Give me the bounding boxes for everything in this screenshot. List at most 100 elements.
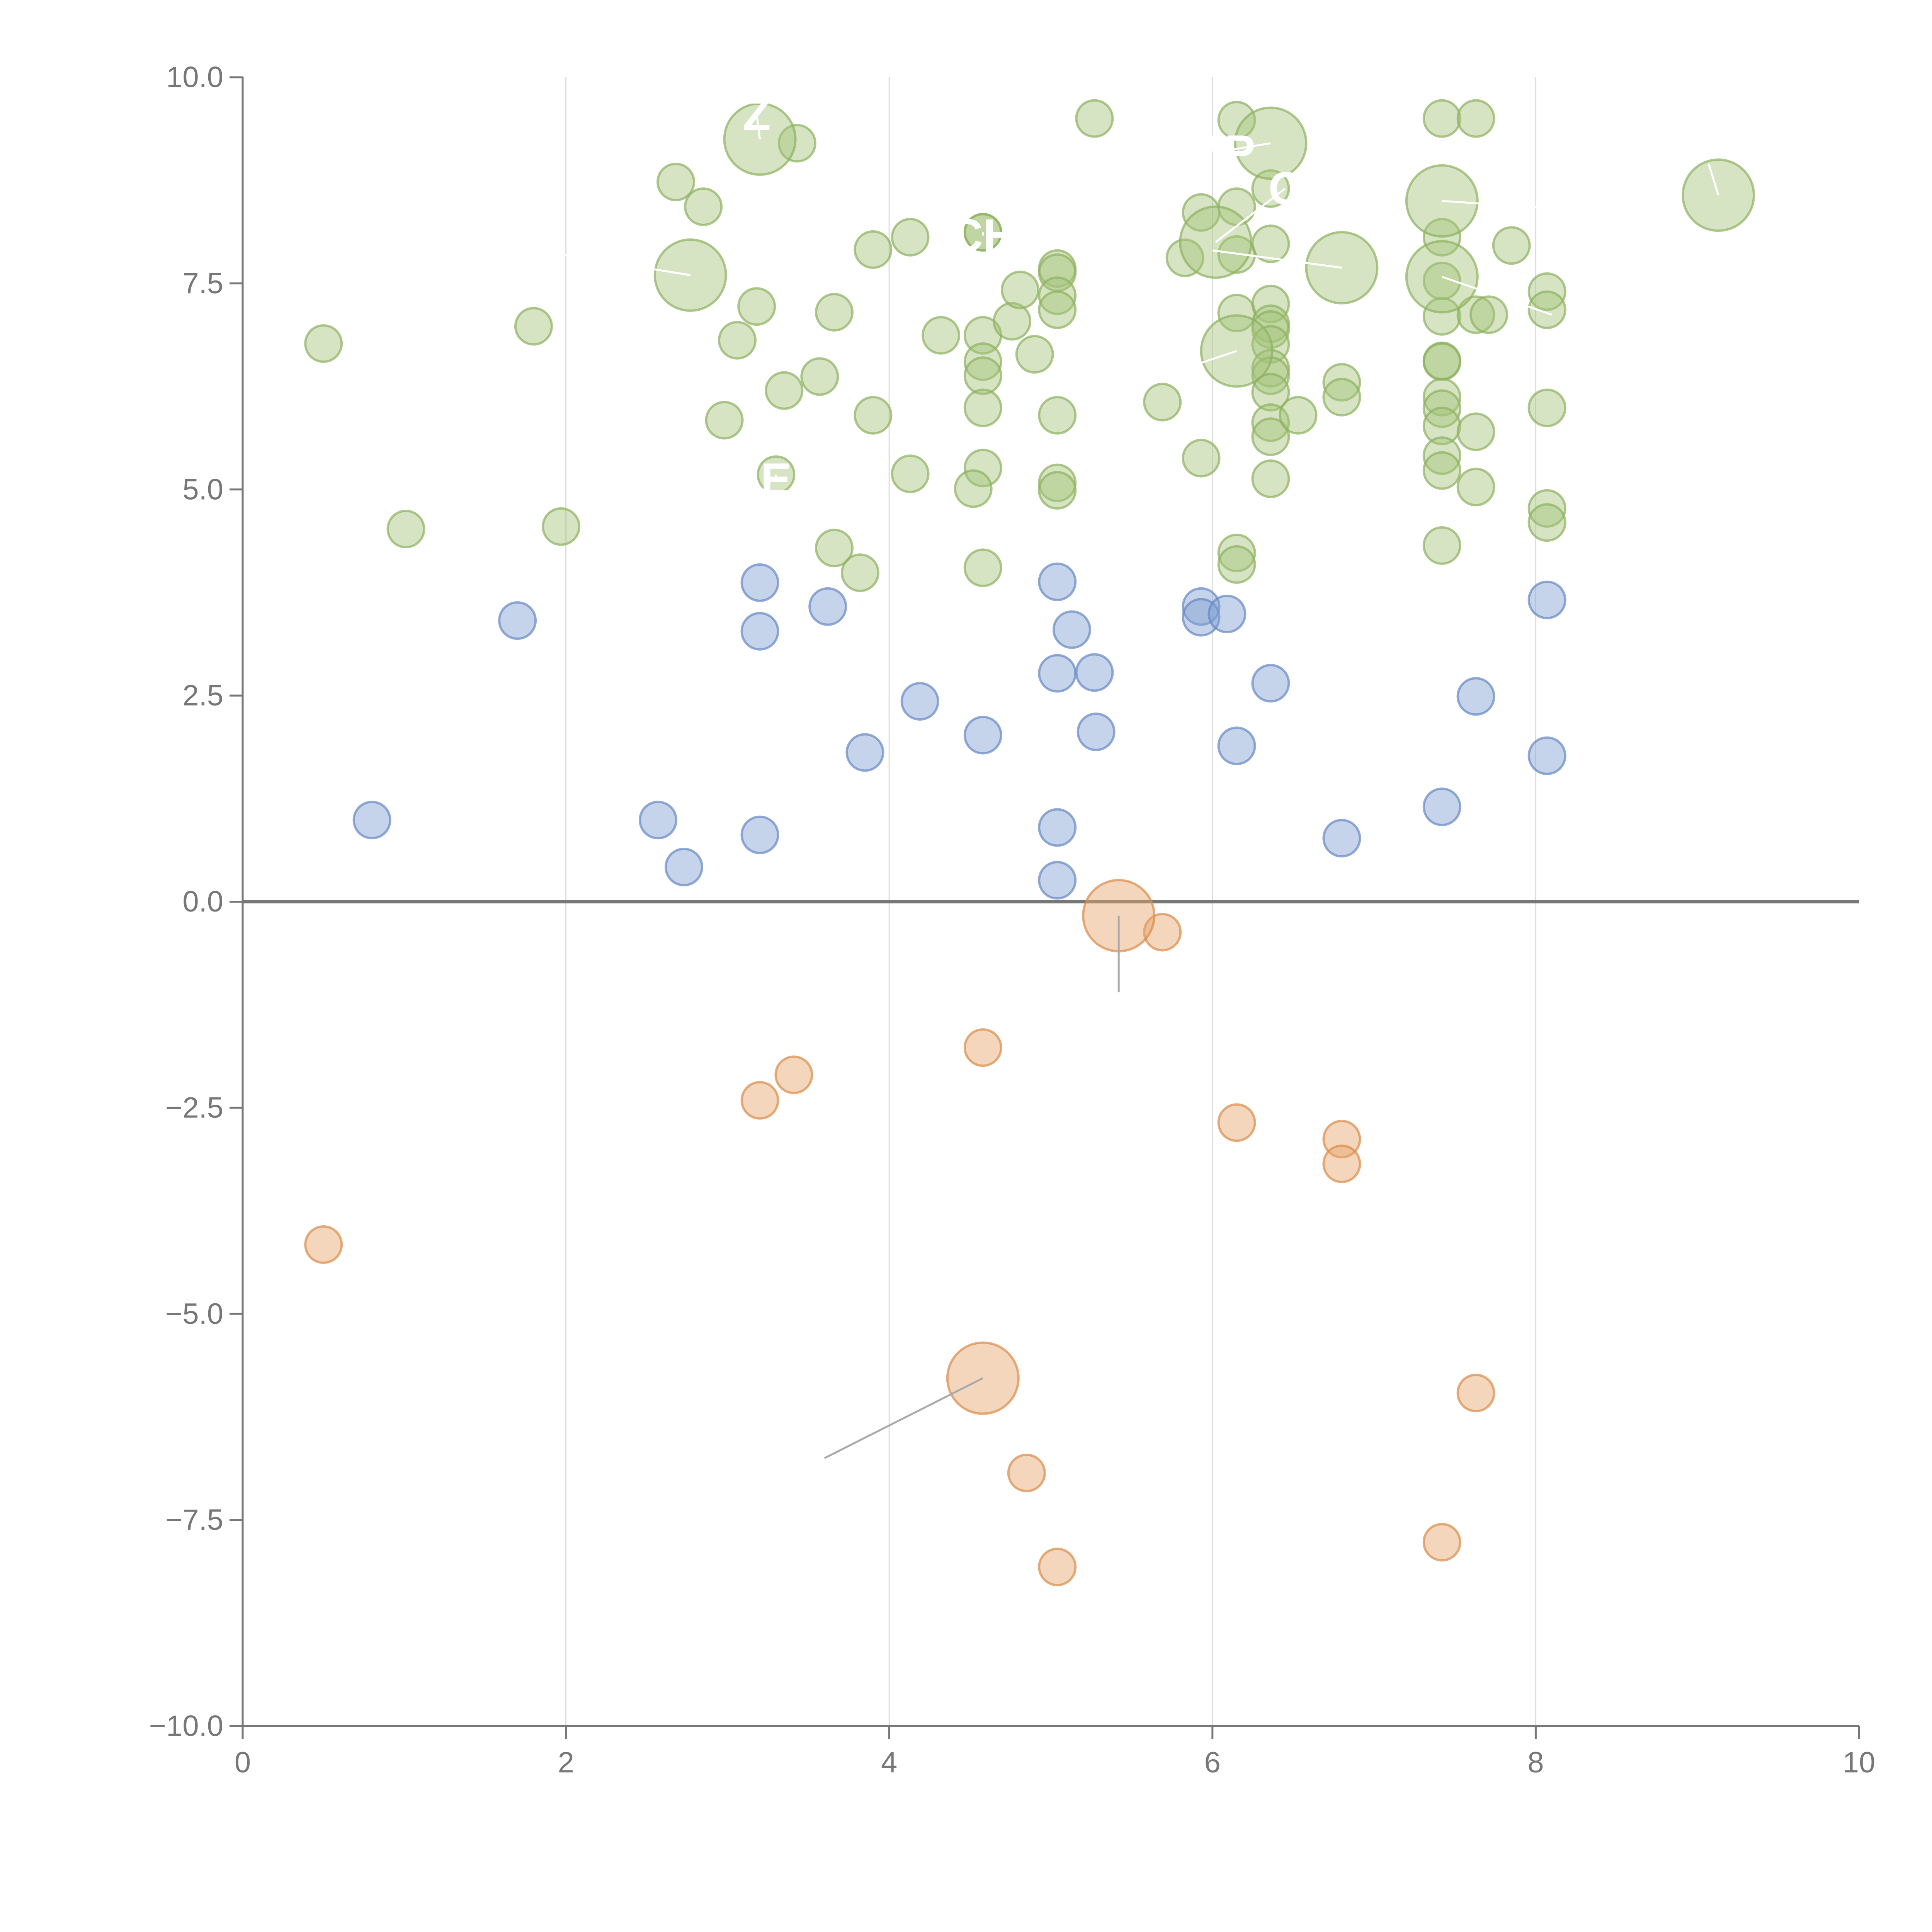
annotation-label: Z [743, 88, 771, 140]
green-bubble [800, 357, 839, 396]
green-bubble [1456, 99, 1495, 138]
orange-bubble [1217, 1103, 1256, 1142]
orange-bubble [304, 1225, 343, 1264]
annotation-label: C [1269, 163, 1302, 214]
orange-bubble [740, 1081, 779, 1120]
blue-bubble [498, 601, 537, 640]
blue-bubble [1527, 580, 1566, 619]
green-bubble [1251, 169, 1290, 208]
orange-bubble [774, 1055, 813, 1094]
blue-bubble [639, 801, 678, 840]
green-bubble [1001, 270, 1040, 310]
green-bubble [1143, 383, 1182, 422]
green-bubble [386, 510, 425, 549]
green-bubble [1038, 471, 1077, 510]
green-bubble [1527, 388, 1566, 427]
annotation-leader-line [1212, 249, 1342, 269]
highlight-layer: Z MP C CH E [562, 88, 1755, 1459]
annotation-leader-line [1441, 276, 1553, 316]
x-tick-label: 4 [881, 1746, 897, 1779]
green-bubble [993, 302, 1032, 341]
green-bubble [1422, 99, 1461, 138]
annotation-label: CH [949, 210, 1016, 262]
green-bubble [963, 449, 1002, 488]
green-bubble [840, 553, 879, 592]
green-bubble [1422, 436, 1461, 475]
y-tick-label: −7.5 [165, 1503, 223, 1536]
blue-bubble [1052, 610, 1091, 649]
axis-layer: −10.0 −7.5 −5.0 −2.5 0.0 2.5 5.0 7.5 10.0 0 2 4 6 8 10 [149, 61, 1876, 1779]
green-bubble [304, 324, 343, 363]
green-bubble [1322, 363, 1361, 402]
green-bubble [1217, 100, 1256, 139]
green-bubble [1251, 417, 1290, 456]
green-bubble [1038, 290, 1077, 329]
blue-bubble [740, 612, 779, 651]
green-bubble [542, 507, 581, 546]
orange-bubble [1456, 1374, 1495, 1413]
green-bubble [922, 316, 961, 355]
blue-bubble [1182, 587, 1221, 626]
series-green [304, 99, 1566, 592]
green-bubble [891, 454, 930, 493]
green-bubble [1527, 503, 1566, 542]
blue-bubble [808, 587, 847, 626]
y-tick-label: −5.0 [165, 1298, 223, 1330]
green-bubble [815, 529, 854, 568]
blue-bubble [1208, 594, 1247, 633]
green-bubble [1456, 295, 1495, 334]
green-bubble [1217, 545, 1256, 584]
green-bubble [1422, 526, 1461, 565]
green-bubble [1322, 378, 1361, 417]
blue-bubble [352, 801, 391, 840]
green-bubble [1492, 226, 1531, 265]
green-bubble [854, 396, 893, 435]
green-bubble [765, 371, 804, 410]
blue-bubble [900, 682, 939, 721]
blue-bubble [740, 815, 779, 854]
orange-bubble [1422, 1523, 1461, 1562]
blue-bubble [740, 563, 779, 602]
green-bubble [656, 162, 696, 201]
green-bubble [1015, 335, 1054, 374]
annotation-leader-line [1220, 142, 1271, 153]
blue-bubble [1038, 654, 1077, 693]
annotation-leader-line [755, 114, 761, 139]
orange-bubble [1007, 1454, 1046, 1493]
blue-bubble [1038, 861, 1077, 900]
green-bubble [1456, 412, 1495, 451]
annotation-leader-line [1442, 200, 1539, 209]
blue-bubble [845, 733, 884, 772]
x-tick-label: 2 [558, 1746, 574, 1779]
green-bubble [514, 307, 553, 346]
green-bubble [1038, 276, 1077, 315]
green-bubble [954, 469, 993, 508]
green-bubble [1075, 99, 1114, 138]
blue-bubble [1217, 726, 1256, 765]
green-bubble [1251, 372, 1290, 412]
green-bubble [737, 287, 776, 326]
blue-bubble [664, 847, 703, 886]
green-bubble [1469, 295, 1509, 334]
blue-bubble [1075, 653, 1114, 692]
green-bubble [1182, 439, 1221, 478]
blue-bubble [1038, 562, 1077, 601]
green-bubble [1456, 468, 1495, 507]
annotation-leader-line [1180, 350, 1237, 371]
x-tick-label: 6 [1204, 1746, 1221, 1779]
orange-bubble [1322, 1144, 1361, 1183]
green-bubble [1251, 459, 1290, 498]
annotation-label: MP [1186, 126, 1255, 177]
green-bubble [1527, 290, 1566, 329]
green-bubble [815, 293, 854, 332]
green-bubble [963, 548, 1002, 587]
blue-bubble [1422, 787, 1461, 827]
annotation-label: E [760, 454, 791, 505]
blue-bubble [1456, 677, 1495, 716]
y-tick-label: 0.0 [182, 885, 223, 918]
green-bubble [1422, 297, 1461, 336]
green-bubble [1422, 406, 1461, 446]
blue-bubble [1251, 664, 1290, 703]
green-bubble [963, 388, 1002, 427]
